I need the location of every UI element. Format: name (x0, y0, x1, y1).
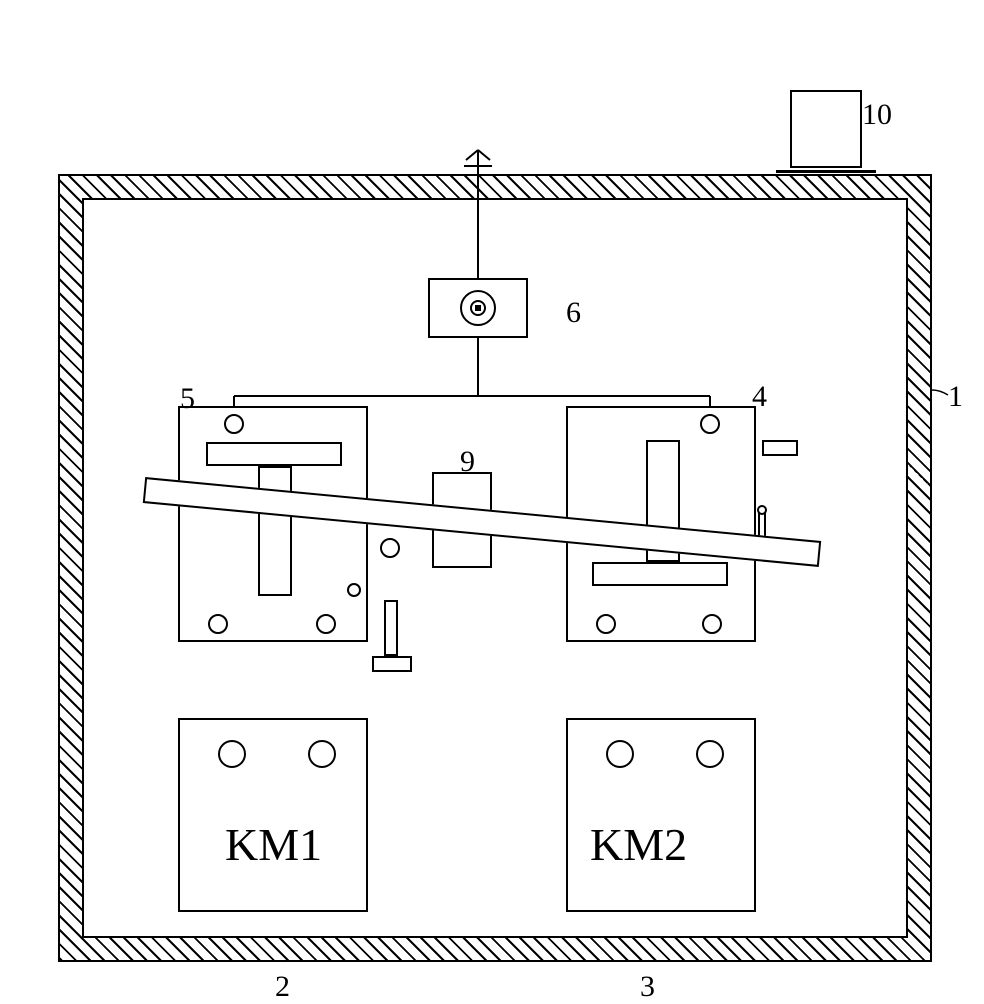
switch-left-contact (206, 442, 342, 466)
km2-term-r (696, 740, 724, 768)
switch-right-bot-l (596, 614, 616, 634)
switch-left-bot-l (208, 614, 228, 634)
contactor-km1 (178, 718, 368, 912)
switch-left-top-terminal (224, 414, 244, 434)
pivot-joint (380, 538, 400, 558)
switch-left-blade (258, 466, 292, 596)
diagram-canvas: 123456910KM1KM2 (0, 0, 984, 1000)
label-l2: 2 (275, 970, 290, 1004)
label-km2: KM2 (590, 818, 687, 871)
pivot-foot (372, 656, 412, 672)
contactor-km2 (566, 718, 756, 912)
pivot-stem (384, 600, 398, 656)
km1-term-r (308, 740, 336, 768)
label-l3: 3 (640, 970, 655, 1004)
label-l10: 10 (862, 98, 892, 132)
component-10 (790, 90, 862, 168)
switch-right-top-terminal (700, 414, 720, 434)
switch-right-tab (762, 440, 798, 456)
switch-right-contact (592, 562, 728, 586)
label-l5: 5 (180, 382, 195, 416)
label-l6: 6 (566, 296, 581, 330)
switch-right-bot-r (702, 614, 722, 634)
pin-top (757, 505, 767, 515)
km1-term-l (218, 740, 246, 768)
km2-term-l (606, 740, 634, 768)
label-km1: KM1 (225, 818, 322, 871)
dot (475, 305, 481, 311)
pivot-elbow (347, 583, 361, 597)
switch-left-bot-r (316, 614, 336, 634)
label-l9: 9 (460, 445, 475, 479)
label-l4: 4 (752, 380, 767, 414)
label-l1: 1 (948, 380, 963, 414)
